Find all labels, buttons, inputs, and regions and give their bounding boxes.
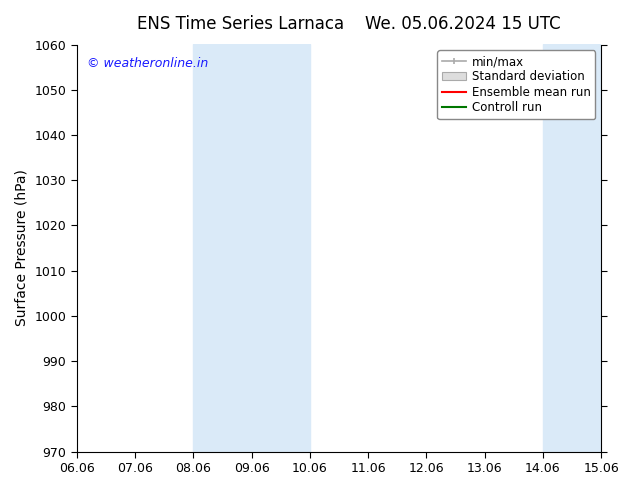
Y-axis label: Surface Pressure (hPa): Surface Pressure (hPa) xyxy=(15,170,29,326)
Legend: min/max, Standard deviation, Ensemble mean run, Controll run: min/max, Standard deviation, Ensemble me… xyxy=(437,50,595,119)
Text: © weatheronline.in: © weatheronline.in xyxy=(87,57,209,70)
Bar xyxy=(543,45,601,452)
Text: ENS Time Series Larnaca: ENS Time Series Larnaca xyxy=(138,15,344,33)
Text: We. 05.06.2024 15 UTC: We. 05.06.2024 15 UTC xyxy=(365,15,560,33)
Bar xyxy=(193,45,310,452)
